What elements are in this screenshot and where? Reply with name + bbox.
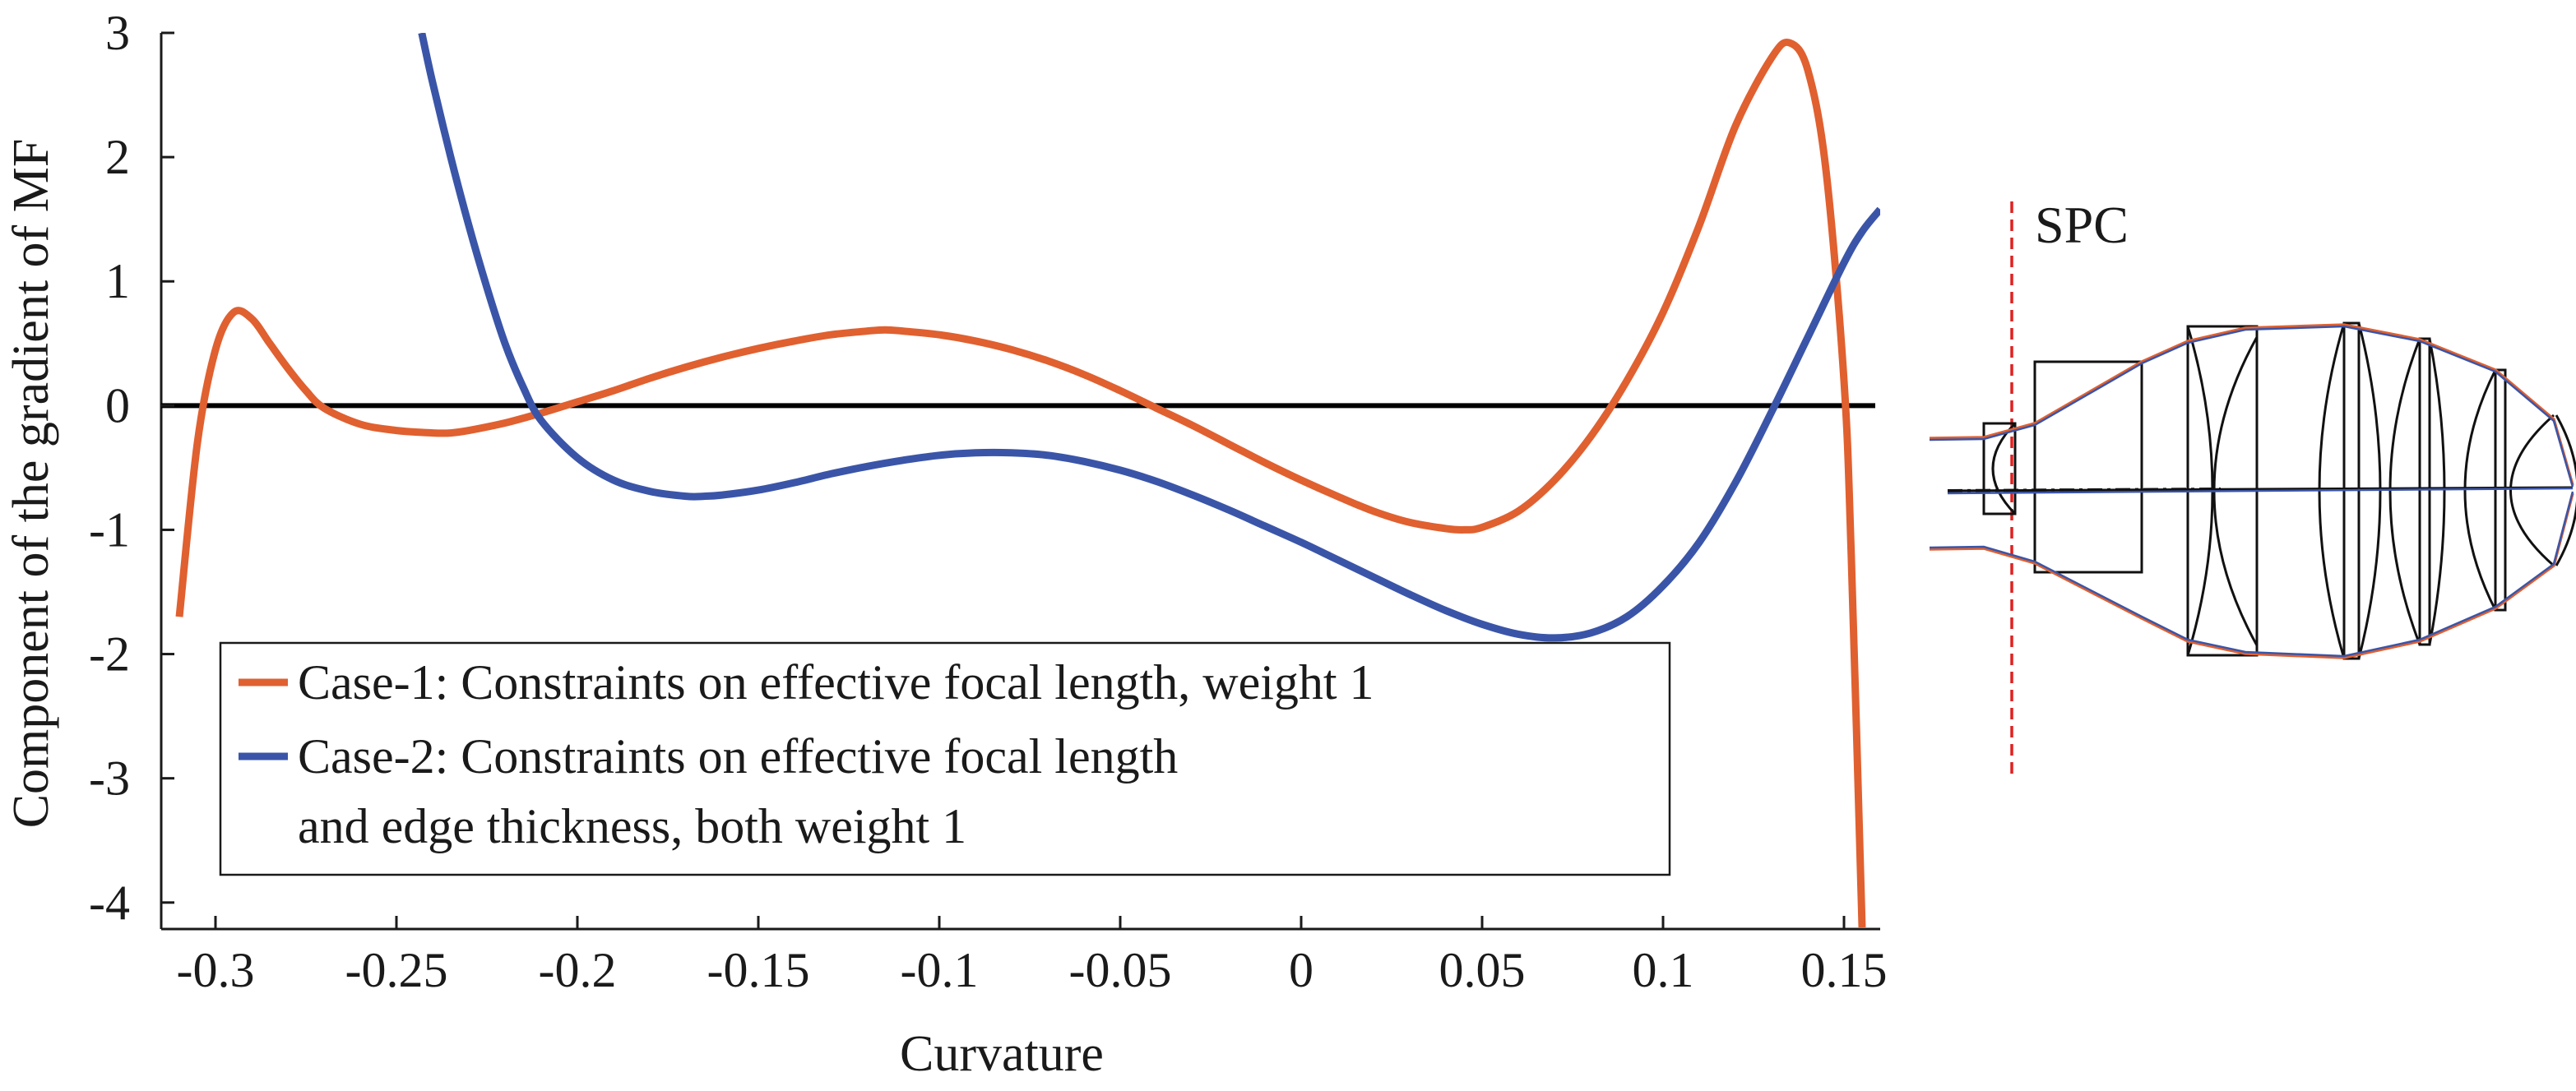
x-tick-label: -0.15 xyxy=(707,943,810,997)
ray-lower-case-1 xyxy=(1929,492,2574,659)
y-tick-label: 0 xyxy=(105,378,130,432)
x-ticks: -0.3 -0.25 -0.2 -0.15 -0.1 -0.05 0 0.05 0.1 0.15 xyxy=(177,916,1888,997)
lens-element-5 xyxy=(2418,337,2431,646)
y-axis-title: Component of the gradient of MF xyxy=(3,139,59,829)
ray-upper-case-2 xyxy=(1929,325,2574,488)
legend-box xyxy=(219,641,1671,876)
lens-surface-6b xyxy=(2509,414,2555,567)
y-tick-label: 1 xyxy=(105,254,130,308)
legend-label-case-2-cont: and edge thickness, both weight 1 xyxy=(298,799,966,853)
series-line-case-2 xyxy=(418,33,1880,642)
x-tick-label: 0.15 xyxy=(1801,943,1888,997)
lens-element-1 xyxy=(1982,422,2017,515)
legend-label-case-2: Case-2: Constraints on effective focal l… xyxy=(298,729,1178,784)
y-tick-label: 2 xyxy=(105,130,130,184)
y-ticks: 3 2 1 0 -1 -2 -3 -4 xyxy=(89,6,174,930)
lens-diagram: SPC xyxy=(1929,196,2576,777)
x-tick-label: 0.05 xyxy=(1439,943,1526,997)
lens-element-6 xyxy=(2494,368,2507,612)
lens-surface-7 xyxy=(2555,414,2576,566)
plot-area: 3 2 1 0 -1 -2 -3 -4 -0.3 -0.25 -0.2 -0.15 -0.1 -0.05… xyxy=(89,6,1887,997)
lens-surface-5a xyxy=(2388,338,2421,645)
lens-surface-6a xyxy=(2463,369,2497,611)
x-tick-label: -0.1 xyxy=(901,943,979,997)
x-axis-title: Curvature xyxy=(900,1026,1104,1082)
y-tick-label: -2 xyxy=(89,627,130,682)
x-tick-label: -0.05 xyxy=(1069,943,1172,997)
y-tick-label: -3 xyxy=(89,751,130,806)
legend: Case-1: Constraints on effective focal l… xyxy=(219,641,1671,876)
spc-label: SPC xyxy=(2035,196,2129,254)
x-tick-label: 0.1 xyxy=(1633,943,1694,997)
y-tick-label: 3 xyxy=(105,6,130,60)
lens-element-2 xyxy=(2033,360,2143,574)
x-tick-label: -0.3 xyxy=(177,943,255,997)
series-line-case-1 xyxy=(175,38,1866,927)
x-tick-label: -0.25 xyxy=(345,943,448,997)
x-tick-label: -0.2 xyxy=(539,943,617,997)
y-tick-label: -4 xyxy=(89,876,130,930)
series-group xyxy=(175,33,1880,927)
lens-surface-5b xyxy=(2428,338,2446,645)
optical-axis-dash xyxy=(1947,488,2222,492)
optical-axis-ray xyxy=(1947,487,2574,495)
y-tick-label: -1 xyxy=(89,502,130,557)
ray-lower-case-2 xyxy=(1929,491,2574,658)
x-tick-label: 0 xyxy=(1289,943,1313,997)
ray-upper-case-1 xyxy=(1929,323,2574,486)
legend-label-case-1: Case-1: Constraints on effective focal l… xyxy=(298,655,1374,710)
